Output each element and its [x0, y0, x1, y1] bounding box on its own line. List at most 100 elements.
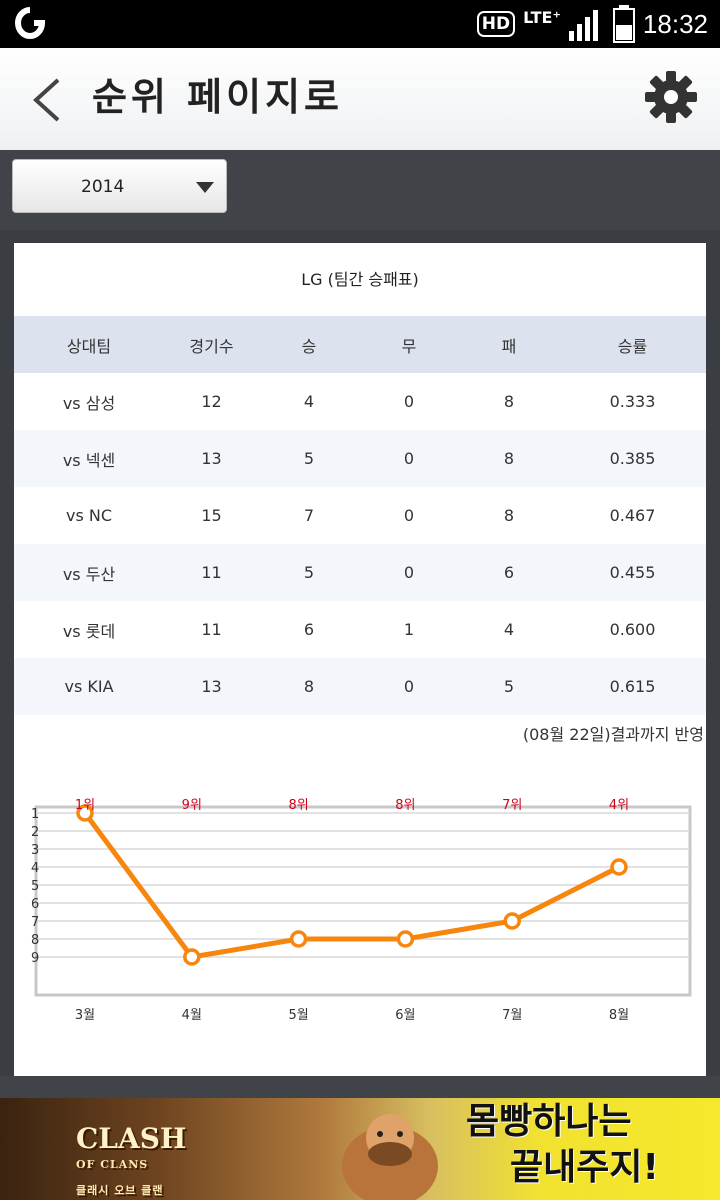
record-table-title: LG (팀간 승패표) [301, 270, 419, 289]
y-tick-label: 4 [31, 861, 39, 876]
x-tick-label: 4월 [182, 1008, 202, 1023]
table-cell: vs NC [65, 506, 113, 525]
table-cell: 15 [201, 506, 222, 525]
table-cell: 0.600 [609, 620, 656, 639]
lte-indicator: LTE⁺ [523, 8, 561, 27]
x-tick-label: 5월 [288, 1008, 308, 1023]
table-cell: 0 [403, 677, 415, 696]
year-dropdown-value: 2014 [81, 177, 125, 197]
rank-data-label: 1위 [75, 798, 95, 813]
table-cell: 7 [303, 506, 315, 525]
ad-copy-line2: 끝내주지! [510, 1147, 659, 1188]
x-tick-label: 8월 [609, 1008, 629, 1023]
table-row: vs 넥센 13 5 0 8 0.385 [14, 430, 706, 487]
table-cell: 5 [303, 449, 315, 468]
table-cell: 13 [201, 677, 222, 696]
rank-data-point [183, 948, 201, 966]
table-row: vs KIA 13 8 0 5 0.615 [14, 658, 706, 715]
table-cell: 11 [201, 620, 222, 639]
rank-data-label: 8위 [288, 798, 308, 813]
table-cell: vs 두산 [62, 564, 116, 584]
table-cell: 8 [503, 392, 515, 411]
table-cell: 4 [503, 620, 515, 639]
table-cell: vs 넥센 [62, 450, 116, 470]
record-card: LG (팀간 승패표) 상대팀 경기수 승 무 패 승률 vs 삼성 12 4 … [14, 243, 706, 1076]
table-cell: 0 [403, 449, 415, 468]
rank-data-label: 9위 [182, 798, 202, 813]
ad-logo-sub: 클래시 오브 클랜 [76, 1184, 164, 1197]
y-tick-label: 7 [31, 915, 39, 930]
column-header: 패 [501, 336, 517, 356]
table-cell: vs KIA [64, 677, 114, 696]
table-cell: 0.385 [609, 449, 656, 468]
table-cell: 8 [503, 449, 515, 468]
y-tick-label: 3 [31, 843, 39, 858]
year-dropdown[interactable]: 2014 [12, 159, 227, 213]
gear-icon[interactable] [644, 70, 698, 124]
column-header: 승 [301, 336, 317, 356]
column-header: 경기수 [189, 336, 234, 356]
status-bar: HD LTE⁺ 18:32 [0, 0, 720, 48]
table-cell: vs 삼성 [62, 393, 116, 413]
rank-line-chart: 1 2 3 4 5 6 7 8 9 1위 3월 9위 4월 8위 5월 8위 6월 7위 7월 4위 8월 [31, 798, 692, 1023]
y-tick-label: 9 [31, 951, 39, 966]
table-cell: 0 [403, 563, 415, 582]
rank-series-line [82, 811, 621, 960]
table-row: vs 삼성 12 4 0 8 0.333 [14, 373, 706, 430]
rank-data-point [396, 930, 415, 948]
clock: 18:32 [642, 8, 708, 39]
column-header: 상대팀 [66, 336, 112, 356]
dropdown-arrow-icon [196, 182, 214, 193]
table-cell: 4 [303, 392, 315, 411]
carrier-logo-icon [15, 7, 46, 39]
table-row: vs 롯데 11 6 1 4 0.600 [14, 601, 706, 658]
ad-banner[interactable]: CLASH OF CLANS 클래시 오브 클랜 몸빵하나는 끝내주지! [0, 1098, 720, 1200]
filter-bar: 2014 [0, 150, 720, 230]
rank-data-label: 8위 [395, 798, 415, 813]
y-tick-label: 1 [31, 807, 39, 822]
table-row: vs 두산 11 5 0 6 0.455 [14, 544, 706, 601]
table-cell: 6 [503, 563, 515, 582]
column-header: 승률 [617, 336, 648, 356]
table-cell: 6 [303, 620, 315, 639]
table-cell: vs 롯데 [62, 621, 116, 641]
table-cell: 11 [201, 563, 222, 582]
ad-copy-line1: 몸빵하나는 [466, 1101, 632, 1142]
table-cell: 13 [201, 449, 222, 468]
table-cell: 1 [403, 620, 415, 639]
app-bar: 순위 페이지로 [0, 48, 720, 150]
table-cell: 0.455 [609, 563, 656, 582]
table-cell: 0 [403, 392, 415, 411]
ad-character-image [342, 1114, 438, 1200]
battery-icon [612, 5, 635, 43]
rank-data-point [289, 930, 308, 948]
chart-plot-area [34, 805, 692, 997]
table-cell: 0.467 [609, 506, 656, 525]
ad-logo-line2: OF CLANS [76, 1158, 149, 1171]
page-title[interactable]: 순위 페이지로 [92, 75, 343, 119]
rank-data-label: 7위 [502, 798, 522, 813]
y-tick-label: 8 [31, 933, 39, 948]
content-footer-bar [0, 1076, 720, 1098]
x-tick-label: 7월 [502, 1008, 522, 1023]
y-tick-label: 5 [31, 879, 39, 894]
table-header-row: 상대팀 경기수 승 무 패 승률 [14, 316, 706, 373]
rank-data-label: 4위 [609, 798, 629, 813]
signal-icon [568, 10, 598, 41]
ad-logo-line1: CLASH [76, 1122, 187, 1155]
table-cell: 8 [503, 506, 515, 525]
update-note: (08월 22일)결과까지 반영 [522, 725, 704, 744]
ad-game-logo: CLASH OF CLANS 클래시 오브 클랜 [76, 1122, 187, 1200]
table-cell: 12 [201, 392, 222, 411]
hd-voice-badge: HD [476, 11, 516, 37]
x-tick-label: 3월 [75, 1008, 95, 1023]
table-cell: 0.333 [609, 392, 656, 411]
table-cell: 5 [503, 677, 515, 696]
table-cell: 5 [303, 563, 315, 582]
rank-data-point [610, 858, 628, 876]
table-cell: 0.615 [609, 677, 656, 696]
back-arrow-icon[interactable] [24, 72, 74, 128]
table-cell: 0 [403, 506, 415, 525]
x-tick-label: 6월 [395, 1008, 415, 1023]
rank-data-point [76, 804, 94, 822]
